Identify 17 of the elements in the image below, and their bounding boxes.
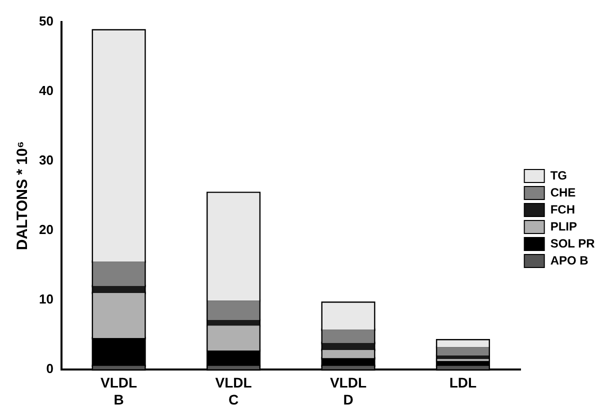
y-tick-label: 20 [38,222,54,238]
y-axis-title: DALTONS * 10⁶ [14,141,32,250]
y-tick-label: 40 [38,83,54,98]
legend-label: PLIP [550,219,577,234]
y-tick-label: 30 [38,152,54,168]
x-tick-label: LDL [449,374,478,391]
legend-label: APO B [550,253,589,268]
legend-label: TG [550,168,567,182]
legend-label: SOL PR [550,236,596,250]
x-tick-label: VLDL C [215,374,252,408]
y-tick-label: 50 [38,14,54,29]
y-tick-label: 10 [38,292,54,306]
legend-label: FCH [550,202,575,216]
y-tick-label: 0 [46,360,54,376]
x-tick-label: VLDL D [330,374,367,408]
legend-label: CHE [550,185,576,200]
x-tick-label: VLDL B [100,374,138,408]
